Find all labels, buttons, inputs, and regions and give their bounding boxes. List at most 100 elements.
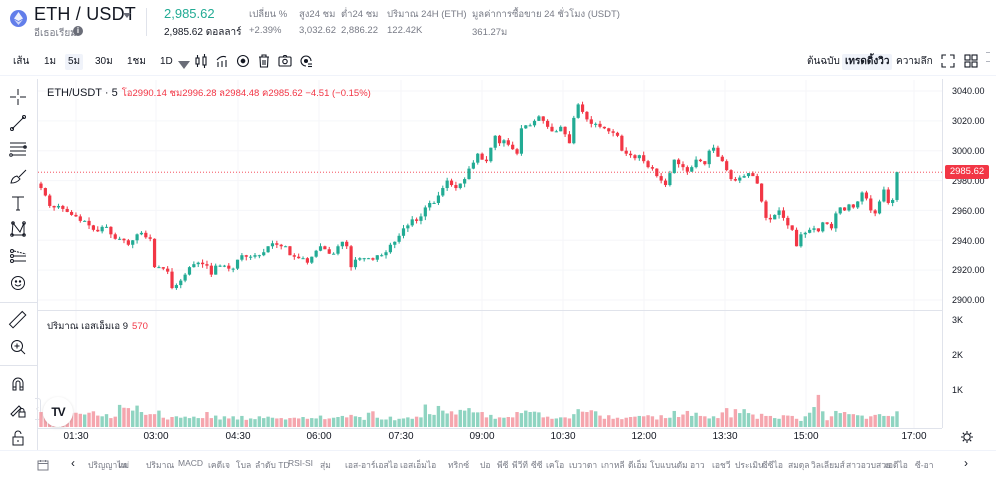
interval-1d[interactable]: 1D [160,56,173,67]
indicator-item[interactable]: โบล [236,460,252,470]
trend-line-icon[interactable] [8,113,28,133]
indicator-item[interactable]: วิลเลียมส์ [811,460,845,470]
coin-name: อีเธอเรียม [34,28,77,39]
tradingview-logo[interactable]: TV [43,397,73,427]
scroll-left-chevron-icon[interactable]: ‹ [71,456,75,470]
time-label: 07:30 [388,431,414,442]
volume-legend-value: 570 [132,321,148,332]
time-label: 13:30 [712,431,738,442]
trash-icon[interactable] [256,53,272,69]
prediction-icon[interactable] [8,246,28,266]
indicator-item[interactable]: ปริมาณ [146,460,175,470]
magnet-icon[interactable] [8,374,28,394]
indicator-item[interactable]: สาวอวบสวย [846,460,891,470]
price-label: 2980.00 [952,176,985,186]
indicator-item[interactable]: ซีซีไอ [762,460,783,470]
indicator-item[interactable]: MACD [178,458,204,468]
ruler-icon[interactable] [8,310,28,330]
stat-high: สูง24 ชม 3,032.62 [299,9,336,36]
alert-icon[interactable] [298,53,314,69]
indicator-item[interactable]: เคโอ [546,460,565,470]
indicator-item[interactable]: ปริญญาไท [88,460,128,470]
indicator-item[interactable]: พีวีที [512,460,528,470]
last-price-fiat: 2,985.62 ดอลลาร์ [164,27,242,38]
scroll-right-chevron-icon[interactable]: › [964,456,968,470]
lock-drawing-icon[interactable] [8,400,28,420]
indicator-item[interactable]: ซี-อา [915,460,934,470]
interval-1h[interactable]: 1ชม [127,56,146,67]
pair-selector[interactable]: ETH / USDT [34,4,137,24]
volume-label: 1K [952,385,964,395]
indicator-item[interactable]: ซีซี [531,460,543,470]
crosshair-icon[interactable] [8,87,28,107]
emoji-icon[interactable] [8,273,28,293]
price-label: 2920.00 [952,265,985,275]
interval-30m[interactable]: 30ม [95,56,113,67]
indicator-item[interactable]: ทริกซ์ [448,460,470,470]
menu-handle-icon[interactable] [986,52,990,62]
indicator-item[interactable]: เกาหลี [601,460,625,470]
last-price: 2,985.62 [164,6,215,21]
indicator-item[interactable]: อาว [690,460,705,470]
indicator-item[interactable]: RSI-SI [288,458,314,468]
view-depth[interactable]: ความลึก [896,56,933,67]
indicator-item[interactable]: พีซี [497,460,509,470]
interval-5m[interactable]: 5ม [65,54,84,70]
indicator-item[interactable]: เคดีเจ [208,460,230,470]
pane-divider[interactable] [38,310,942,311]
interval-line[interactable]: เส้น [13,56,30,67]
indicator-item[interactable]: โบแบนดัม [650,460,688,470]
price-axis[interactable] [942,79,996,428]
time-label: 15:00 [793,431,819,442]
legend-symbol: ETH/USDT · 5 [47,87,118,99]
time-axis[interactable] [37,428,942,448]
unlock-icon[interactable] [8,428,28,448]
camera-icon[interactable] [277,53,293,69]
view-original[interactable]: ต้นฉบับ [807,56,840,67]
stat-change: เปลี่ยน % +2.39% [249,9,288,36]
view-tradingview[interactable]: เทรดดิ้งวิว [842,54,893,70]
time-label: 12:00 [631,431,657,442]
fullscreen-icon[interactable] [940,53,956,69]
settings-circle-icon[interactable] [235,53,251,69]
volume-label: 2K [952,350,964,360]
candle-type-icon[interactable] [193,53,209,69]
text-icon[interactable] [8,193,28,213]
indicator-item[interactable]: เอส-อาร์เอสไอ [345,460,399,470]
pattern-icon[interactable] [8,219,28,239]
indicator-item[interactable]: เอสเอ็มไอ [400,460,437,470]
price-label: 2960.00 [952,206,985,216]
price-label: 3000.00 [952,146,985,156]
calendar-icon[interactable] [37,458,49,471]
indicator-item[interactable]: เบวาดา [569,460,598,470]
indicator-item[interactable]: ปอ [480,460,491,470]
indicator-item[interactable]: ดีเอ็ม [628,460,648,470]
interval-1m[interactable]: 1ม [44,56,57,67]
indicator-item[interactable]: เอดีไอ [885,460,908,470]
interval-dropdown-chevron-icon[interactable] [176,57,190,69]
indicator-item[interactable]: ประเมิน [735,460,764,470]
price-label: 2900.00 [952,295,985,305]
time-label: 06:00 [306,431,332,442]
chart-settings-gear-icon[interactable] [960,430,974,444]
indicators-icon[interactable] [214,53,230,69]
chevron-down-icon[interactable] [123,13,131,18]
fib-icon[interactable] [8,139,28,159]
indicator-item[interactable]: เอชวี [712,460,731,470]
indicator-item[interactable]: สุ่ม [320,460,331,470]
volume-legend-label: ปริมาณ เอสเอ็มเอ 9 [47,321,129,332]
chart-area[interactable] [37,79,996,450]
zoom-in-icon[interactable] [8,337,28,357]
chart-toolbar: เส้น 1ม 5ม 30ม 1ชม 1D ต้นฉบับ เทรดดิ้งวิ… [0,48,996,76]
time-label: 10:30 [550,431,576,442]
indicator-item[interactable]: แม่ [118,460,130,470]
layout-grid-icon[interactable] [963,53,979,69]
indicator-item[interactable]: ลำดับ TD [255,460,290,470]
indicator-item[interactable]: สมดุล [788,460,810,470]
brush-icon[interactable] [8,166,28,186]
chart-legend: ETH/USDT · 5 โอ2990.14 ชม2996.28 ล2984.48… [47,86,371,101]
info-icon[interactable]: i [73,26,83,36]
indicator-bar: ‹ ปริญญาไท แม่ ปริมาณ MACD เคดีเจ โบล ลำดับ TD… [0,450,996,478]
